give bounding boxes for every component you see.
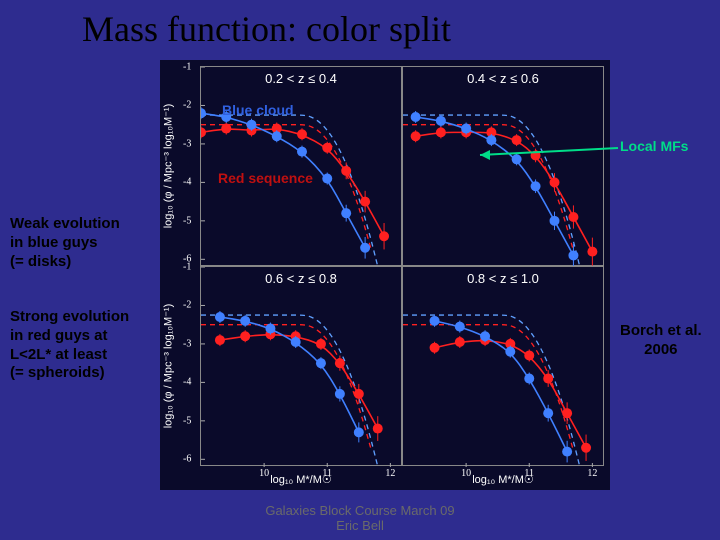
chart-panel: 0.2 < z ≤ 0.4-1-2-3-4-5-6 bbox=[200, 66, 402, 266]
ytick: -4 bbox=[183, 177, 191, 188]
ytick: -2 bbox=[183, 300, 191, 311]
page-title: Mass function: color split bbox=[82, 8, 451, 50]
chart-container: 0.2 < z ≤ 0.4-1-2-3-4-5-60.4 < z ≤ 0.60.… bbox=[160, 60, 610, 490]
ylabel: log₁₀ (φ / Mpc⁻³ log₁₀M⁻¹) bbox=[162, 304, 175, 429]
ytick: -5 bbox=[183, 215, 191, 226]
local-mfs-label: Local MFs bbox=[620, 138, 688, 154]
ylabel: log₁₀ (φ / Mpc⁻³ log₁₀M⁻¹) bbox=[162, 104, 175, 229]
weak-evolution-text: Weak evolution in blue guys (= disks) bbox=[10, 215, 120, 271]
footer-line2: Eric Bell bbox=[265, 519, 454, 534]
blue-cloud-label: Blue cloud bbox=[222, 102, 294, 118]
citation-text: Borch et al. 2006 bbox=[620, 322, 702, 360]
xlabel: log₁₀ M*/M☉ bbox=[472, 473, 534, 486]
ytick: -2 bbox=[183, 100, 191, 111]
xtick: 12 bbox=[587, 468, 597, 479]
xtick: 12 bbox=[385, 468, 395, 479]
ytick: -3 bbox=[183, 138, 191, 149]
ytick: -1 bbox=[183, 262, 191, 273]
xtick: 10 bbox=[461, 468, 471, 479]
red-sequence-label: Red sequence bbox=[218, 170, 313, 186]
ytick: -1 bbox=[183, 62, 191, 73]
xtick: 10 bbox=[259, 468, 269, 479]
ytick: -3 bbox=[183, 338, 191, 349]
chart-panel: 0.4 < z ≤ 0.6 bbox=[402, 66, 604, 266]
footer-line1: Galaxies Block Course March 09 bbox=[265, 504, 454, 519]
ytick: -6 bbox=[183, 454, 191, 465]
chart-panel: 0.8 < z ≤ 1.0101112 bbox=[402, 266, 604, 466]
xlabel: log₁₀ M*/M☉ bbox=[270, 473, 332, 486]
ytick: -5 bbox=[183, 415, 191, 426]
strong-evolution-text: Strong evolution in red guys at L<2L* at… bbox=[10, 308, 129, 383]
footer: Galaxies Block Course March 09 Eric Bell bbox=[265, 504, 454, 534]
chart-panel: 0.6 < z ≤ 0.8-1-2-3-4-5-6101112 bbox=[200, 266, 402, 466]
ytick: -4 bbox=[183, 377, 191, 388]
